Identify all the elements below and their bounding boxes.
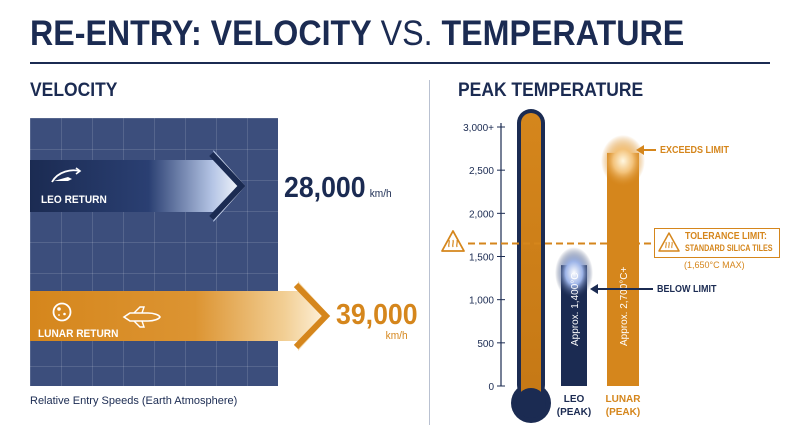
temp-y-tick-label: 500 <box>477 339 494 350</box>
temp-y-tick-label: 2,500 <box>469 166 494 177</box>
leo-velocity-arrow <box>30 150 246 222</box>
velocity-heading: VELOCITY <box>30 80 118 101</box>
heat-warning-icon <box>440 229 466 258</box>
lunar-velocity-arrow-head <box>293 282 331 350</box>
title-vs: VS. <box>371 14 442 53</box>
leo-velocity-arrow-head <box>209 151 246 221</box>
title-velocity: RE-ENTRY: VELOCITY <box>30 14 372 53</box>
tolerance-note: (1,650°C MAX) <box>684 260 745 270</box>
temp-y-tick-label: 1,500 <box>469 253 494 264</box>
leo-heat-glow <box>555 247 593 300</box>
lunar-speed-unit: km/h <box>385 330 408 342</box>
thermometer-fill <box>521 113 541 403</box>
title-rule <box>30 62 770 64</box>
thermometer-bulb <box>516 388 546 418</box>
lunar-temp-bar-label: Approx. 2,700°C+ <box>619 267 630 346</box>
moon-icon <box>50 300 74 329</box>
shuttle-leo-icon <box>48 165 84 196</box>
below-limit-label: BELOW LIMIT <box>657 284 717 295</box>
lunar-temp-bar <box>607 152 639 386</box>
lunar-return-label: LUNAR RETURN <box>38 328 119 340</box>
leo-speed-number: 28,000 <box>284 172 366 204</box>
exceeds-limit-arrowhead <box>636 145 644 155</box>
tolerance-line2: STANDARD SILICA TILES <box>685 243 773 253</box>
lunar-heat-glow <box>601 134 645 187</box>
title-temperature: TEMPERATURE <box>441 14 685 53</box>
temperature-heading: PEAK TEMPERATURE <box>458 80 644 101</box>
tolerance-line1: TOLERANCE LIMIT: <box>685 231 767 242</box>
lunar-speed-value: 39,000 km/h <box>336 299 418 342</box>
exceeds-limit-label: EXCEEDS LIMIT <box>660 145 730 156</box>
temp-y-tick-label: 3,000+ <box>463 123 494 134</box>
leo-category-sublabel: (PEAK) <box>557 407 591 418</box>
temp-y-tick-label: 0 <box>488 382 494 393</box>
lunar-velocity-arrow <box>30 281 330 351</box>
leo-speed-value: 28,000 km/h <box>284 172 392 205</box>
temp-y-tick-label: 1,000 <box>469 296 494 307</box>
leo-temp-bar-label: Approx. 1,400°C <box>570 273 581 347</box>
lunar-category-label: LUNAR <box>606 394 642 405</box>
section-divider <box>429 80 430 425</box>
temp-y-tick-label: 2,000 <box>469 209 494 220</box>
below-limit-arrowhead <box>590 284 598 294</box>
leo-return-label: LEO RETURN <box>41 194 107 206</box>
page-title: RE-ENTRY: VELOCITY VS. TEMPERATURE <box>30 14 684 54</box>
leo-category-label: LEO <box>564 394 585 405</box>
velocity-caption: Relative Entry Speeds (Earth Atmosphere) <box>30 395 238 407</box>
heat-callout-icon <box>658 232 680 257</box>
lunar-category-sublabel: (PEAK) <box>606 407 640 418</box>
tolerance-callout: TOLERANCE LIMIT: STANDARD SILICA TILES <box>654 228 780 258</box>
shuttle-lunar-icon <box>122 306 162 333</box>
lunar-speed-number: 39,000 <box>336 299 418 331</box>
leo-speed-unit: km/h <box>369 188 392 200</box>
